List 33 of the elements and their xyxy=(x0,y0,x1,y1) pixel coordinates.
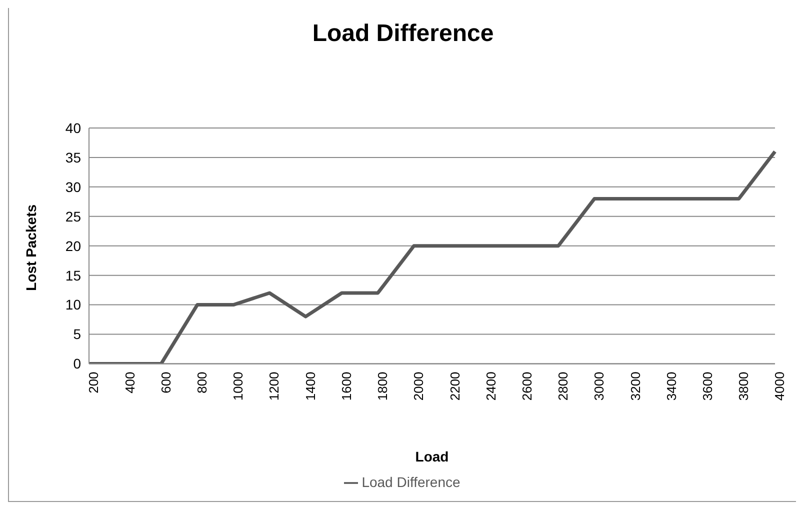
x-axis-title: Load xyxy=(415,448,449,465)
y-axis-title: Lost Packets xyxy=(22,204,39,291)
y-tick-label: 40 xyxy=(65,120,82,136)
y-tick-label: 0 xyxy=(73,356,82,372)
x-tick-label: 200 xyxy=(86,372,102,394)
x-tick-label: 2000 xyxy=(411,372,426,401)
x-tick-label: 3800 xyxy=(736,372,752,401)
x-tick-label: 3000 xyxy=(592,372,607,401)
y-tick-label: 20 xyxy=(65,238,82,254)
x-tick-label: 2800 xyxy=(556,372,571,401)
y-tick-label: 5 xyxy=(73,326,82,342)
chart-title: Load Difference xyxy=(311,20,495,48)
y-tick-label: 35 xyxy=(65,149,82,166)
y-tick-label: 15 xyxy=(65,267,82,284)
x-tick-label: 2200 xyxy=(447,372,462,401)
x-tick-label: 800 xyxy=(194,372,210,394)
y-tick-label: 25 xyxy=(65,208,82,224)
x-tick-label: 1800 xyxy=(375,372,390,401)
x-tick-label: 3600 xyxy=(700,372,716,401)
x-tick-label: 2600 xyxy=(519,372,534,401)
y-tick-label: 10 xyxy=(65,296,82,313)
x-tick-label: 600 xyxy=(158,372,174,394)
y-tick-label: 30 xyxy=(65,178,82,195)
x-tick-label: 3200 xyxy=(628,372,643,401)
x-tick-label: 3400 xyxy=(664,372,679,401)
x-tick-label: 1200 xyxy=(266,372,282,401)
x-tick-label: 1000 xyxy=(230,372,246,401)
x-tick-label: 1600 xyxy=(338,372,354,401)
x-tick-label: 4000 xyxy=(772,372,788,401)
x-tick-label: 2400 xyxy=(483,372,498,401)
x-tick-label: 1400 xyxy=(302,372,318,401)
legend-label: Load Difference xyxy=(362,474,460,490)
x-tick-label: 400 xyxy=(122,372,138,394)
